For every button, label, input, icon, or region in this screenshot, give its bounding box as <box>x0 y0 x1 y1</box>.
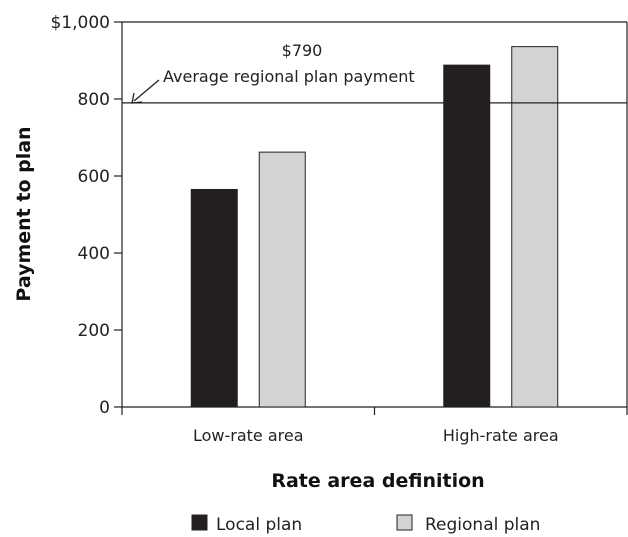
reference-value-label: $790 <box>282 41 323 60</box>
y-axis-ticks: 0 200 400 600 800 $1,000 <box>51 13 122 418</box>
x-category-label: High-rate area <box>443 426 559 445</box>
bar-regional-plan <box>258 151 306 408</box>
x-axis-ticks: Low-rate area High-rate area <box>121 407 628 445</box>
legend-swatch-local-plan <box>191 514 208 531</box>
y-tick-label: $1,000 <box>51 13 110 33</box>
y-tick-label: 400 <box>78 244 110 264</box>
legend: Local plan Regional plan <box>191 514 540 535</box>
y-tick-label: 200 <box>78 321 110 341</box>
x-category-label: Low-rate area <box>193 426 304 445</box>
y-tick-label: 0 <box>99 398 110 418</box>
x-axis-title: Rate area definition <box>271 470 484 492</box>
legend-label-local-plan: Local plan <box>216 515 302 535</box>
y-tick-label: 600 <box>78 167 110 187</box>
legend-swatch-regional-plan <box>396 514 413 531</box>
y-tick-label: 800 <box>78 90 110 110</box>
bars <box>190 46 559 408</box>
bar-local-plan <box>443 64 491 408</box>
arrow-icon <box>131 79 160 104</box>
y-axis-title: Payment to plan <box>13 126 35 301</box>
bar-regional-plan <box>511 46 559 408</box>
reference-line-label: Average regional plan payment <box>163 67 415 86</box>
legend-label-regional-plan: Regional plan <box>425 515 540 535</box>
bar-local-plan <box>190 188 238 408</box>
